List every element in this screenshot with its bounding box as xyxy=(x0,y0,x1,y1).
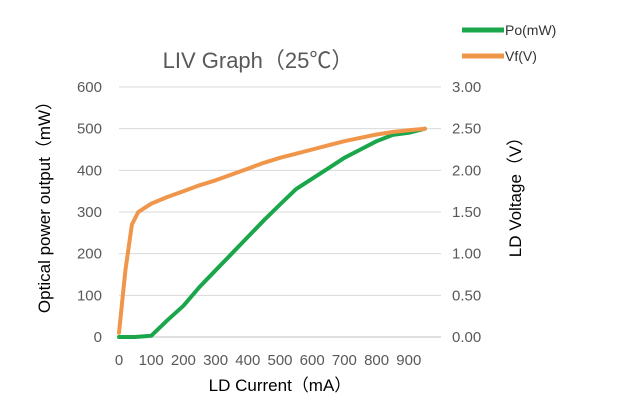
series-line-pomw xyxy=(117,126,427,339)
legend-label: Vf(V) xyxy=(505,48,537,64)
legend-label: Po(mW) xyxy=(505,22,556,38)
series-line-vfv xyxy=(117,126,427,335)
gridlines xyxy=(119,86,441,338)
right-axis-ticks: 0.00 0.50 1.00 1.50 2.00 2.50 3.00 xyxy=(452,79,481,346)
y2-tick-label: 2.00 xyxy=(452,162,481,179)
y2-tick-label: 0.00 xyxy=(452,329,481,346)
x-tick-label: 200 xyxy=(171,352,196,369)
x-tick-label: 500 xyxy=(267,352,292,369)
x-tick-label: 900 xyxy=(396,352,421,369)
y2-tick-label: 2.50 xyxy=(452,121,481,138)
y-axis-label: Optical power output（mW） xyxy=(35,93,54,313)
y-tick-label: 300 xyxy=(77,204,102,221)
x-tick-label: 300 xyxy=(203,352,228,369)
y2-tick-label: 1.50 xyxy=(452,204,481,221)
y2-tick-label: 1.00 xyxy=(452,246,481,263)
y-tick-label: 0 xyxy=(94,329,102,346)
x-tick-label: 0 xyxy=(115,352,123,369)
y2-tick-label: 0.50 xyxy=(452,287,481,304)
chart-legend: Po(mW) Vf(V) xyxy=(462,22,556,64)
y-tick-label: 500 xyxy=(77,121,102,138)
y-tick-label: 600 xyxy=(77,79,102,96)
x-tick-label: 100 xyxy=(139,352,164,369)
x-tick-label: 700 xyxy=(332,352,357,369)
left-axis-ticks: 0 100 200 300 400 500 600 xyxy=(77,79,102,346)
y-tick-label: 400 xyxy=(77,162,102,179)
x-axis-label: LD Current（mA） xyxy=(209,376,352,395)
x-tick-label: 600 xyxy=(300,352,325,369)
x-tick-label: 400 xyxy=(235,352,260,369)
x-tick-label: 800 xyxy=(364,352,389,369)
series-lines xyxy=(117,126,427,339)
y2-axis-label: LD Voltage（V） xyxy=(506,129,525,258)
y-tick-label: 100 xyxy=(77,287,102,304)
y2-tick-label: 3.00 xyxy=(452,79,481,96)
x-axis-ticks: 0 100 200 300 400 500 600 700 800 900 xyxy=(115,352,421,369)
chart-title: LIV Graph（25℃） xyxy=(163,48,354,73)
y-tick-label: 200 xyxy=(77,246,102,263)
